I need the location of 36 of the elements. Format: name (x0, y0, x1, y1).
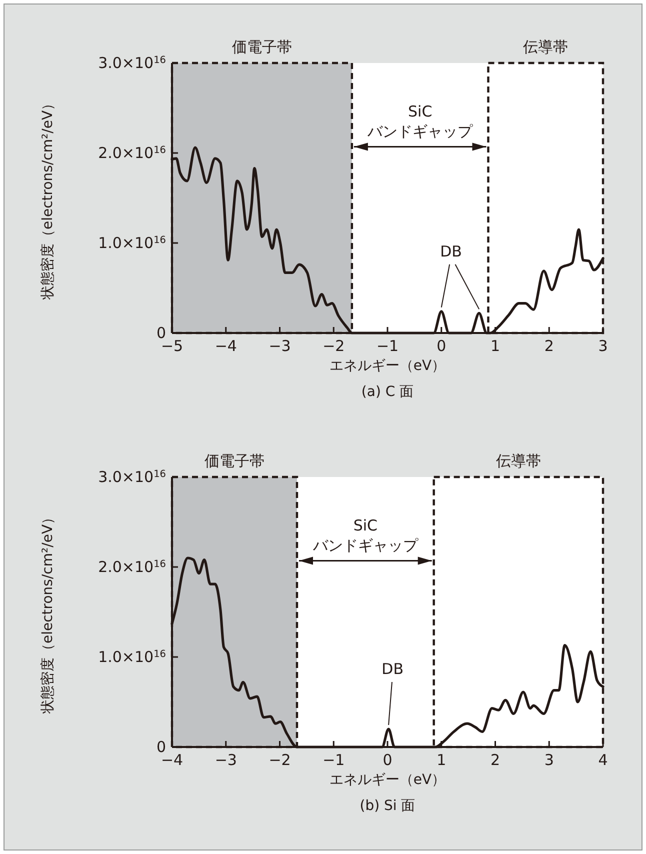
text: (b) Si 面 (360, 798, 416, 814)
x-tick-label: 2 (544, 337, 554, 355)
x-tick-label: −4 (214, 337, 237, 355)
y-tick-label: 1.0×10$^{16}$ (98, 234, 166, 252)
x-tick-label: 3 (598, 337, 608, 355)
y-tick-label: 3.0×10$^{16}$ (98, 54, 166, 72)
x-tick-label: 3 (544, 751, 554, 769)
y-axis-title: 状態密度（electrons/cm²/eV） (40, 510, 56, 715)
annotation: DB (440, 242, 462, 260)
annotation: SiC バンドギャップ (312, 516, 419, 555)
band-label: 価電子帯 (204, 452, 264, 470)
x-tick-label: −3 (214, 751, 237, 769)
annotation: DB (382, 660, 404, 678)
x-tick-label: 4 (598, 751, 608, 769)
x-tick-label: 0 (382, 751, 392, 769)
x-tick-label: −2 (268, 751, 291, 769)
x-axis-title: エネルギー（eV） (329, 772, 446, 788)
band-label: 価電子帯 (232, 38, 292, 56)
x-tick-label: 0 (436, 337, 446, 355)
x-tick-label: −1 (322, 751, 345, 769)
x-tick-label: −1 (376, 337, 399, 355)
x-tick-label: 2 (490, 751, 500, 769)
x-tick-label: −3 (268, 337, 291, 355)
x-tick-label: −2 (322, 337, 345, 355)
x-tick-label: 1 (436, 751, 446, 769)
text: (a) C 面 (361, 384, 414, 400)
y-tick-label: 2.0×10$^{16}$ (98, 144, 166, 162)
y-tick-label: 2.0×10$^{16}$ (98, 558, 166, 576)
x-tick-label: 1 (490, 337, 500, 355)
band-label: 伝導帯 (523, 38, 568, 56)
annotation: SiC バンドギャップ (366, 102, 474, 141)
y-tick-label: 1.0×10$^{16}$ (98, 648, 166, 666)
band-label: 伝導帯 (496, 452, 541, 470)
x-axis-title: エネルギー（eV） (329, 358, 446, 374)
y-axis-title: 状態密度（electrons/cm²/eV） (40, 96, 56, 301)
y-tick-label: 3.0×10$^{16}$ (98, 468, 166, 486)
